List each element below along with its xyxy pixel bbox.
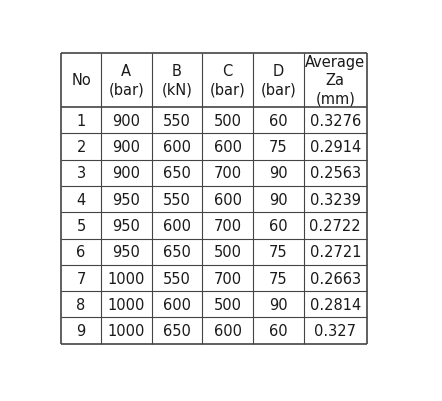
- Text: 0.2563: 0.2563: [310, 166, 361, 181]
- Text: No: No: [71, 73, 91, 88]
- Text: 7: 7: [76, 271, 86, 286]
- Text: 1000: 1000: [107, 271, 145, 286]
- Text: 600: 600: [213, 323, 241, 338]
- Text: 6: 6: [76, 245, 86, 259]
- Text: 700: 700: [213, 218, 242, 233]
- Text: 75: 75: [269, 140, 288, 154]
- Text: 550: 550: [163, 113, 191, 128]
- Text: 650: 650: [163, 166, 191, 181]
- Text: Average
Za
(mm): Average Za (mm): [305, 55, 366, 106]
- Text: 650: 650: [163, 323, 191, 338]
- Text: 0.2814: 0.2814: [310, 297, 361, 312]
- Text: 0.3239: 0.3239: [310, 192, 361, 207]
- Text: 500: 500: [213, 113, 241, 128]
- Text: 1000: 1000: [107, 297, 145, 312]
- Text: 90: 90: [269, 192, 288, 207]
- Text: 900: 900: [112, 113, 140, 128]
- Text: 90: 90: [269, 297, 288, 312]
- Text: 600: 600: [213, 192, 241, 207]
- Text: 550: 550: [163, 192, 191, 207]
- Text: 600: 600: [163, 218, 191, 233]
- Text: 9: 9: [76, 323, 86, 338]
- Text: 5: 5: [76, 218, 86, 233]
- Text: 700: 700: [213, 166, 242, 181]
- Text: 8: 8: [76, 297, 86, 312]
- Text: 700: 700: [213, 271, 242, 286]
- Text: 500: 500: [213, 245, 241, 259]
- Text: 0.3276: 0.3276: [310, 113, 361, 128]
- Text: C
(bar): C (bar): [210, 64, 245, 97]
- Text: 550: 550: [163, 271, 191, 286]
- Text: 600: 600: [213, 140, 241, 154]
- Text: 4: 4: [76, 192, 86, 207]
- Text: 60: 60: [269, 218, 288, 233]
- Text: 950: 950: [112, 218, 140, 233]
- Text: 1000: 1000: [107, 323, 145, 338]
- Text: A
(bar): A (bar): [108, 64, 144, 97]
- Text: 900: 900: [112, 166, 140, 181]
- Text: 0.2721: 0.2721: [309, 245, 361, 259]
- Text: 2: 2: [76, 140, 86, 154]
- Text: 0.2914: 0.2914: [310, 140, 361, 154]
- Text: 90: 90: [269, 166, 288, 181]
- Text: 0.327: 0.327: [314, 323, 356, 338]
- Text: 3: 3: [76, 166, 86, 181]
- Text: 600: 600: [163, 140, 191, 154]
- Text: 0.2722: 0.2722: [309, 218, 361, 233]
- Text: 60: 60: [269, 113, 288, 128]
- Text: 75: 75: [269, 271, 288, 286]
- Text: 500: 500: [213, 297, 241, 312]
- Text: 950: 950: [112, 245, 140, 259]
- Text: 75: 75: [269, 245, 288, 259]
- Text: 60: 60: [269, 323, 288, 338]
- Text: 1: 1: [76, 113, 86, 128]
- Text: B
(kN): B (kN): [161, 64, 192, 97]
- Text: 600: 600: [163, 297, 191, 312]
- Text: 0.2663: 0.2663: [310, 271, 361, 286]
- Text: 650: 650: [163, 245, 191, 259]
- Text: D
(bar): D (bar): [260, 64, 296, 97]
- Text: 950: 950: [112, 192, 140, 207]
- Text: 900: 900: [112, 140, 140, 154]
